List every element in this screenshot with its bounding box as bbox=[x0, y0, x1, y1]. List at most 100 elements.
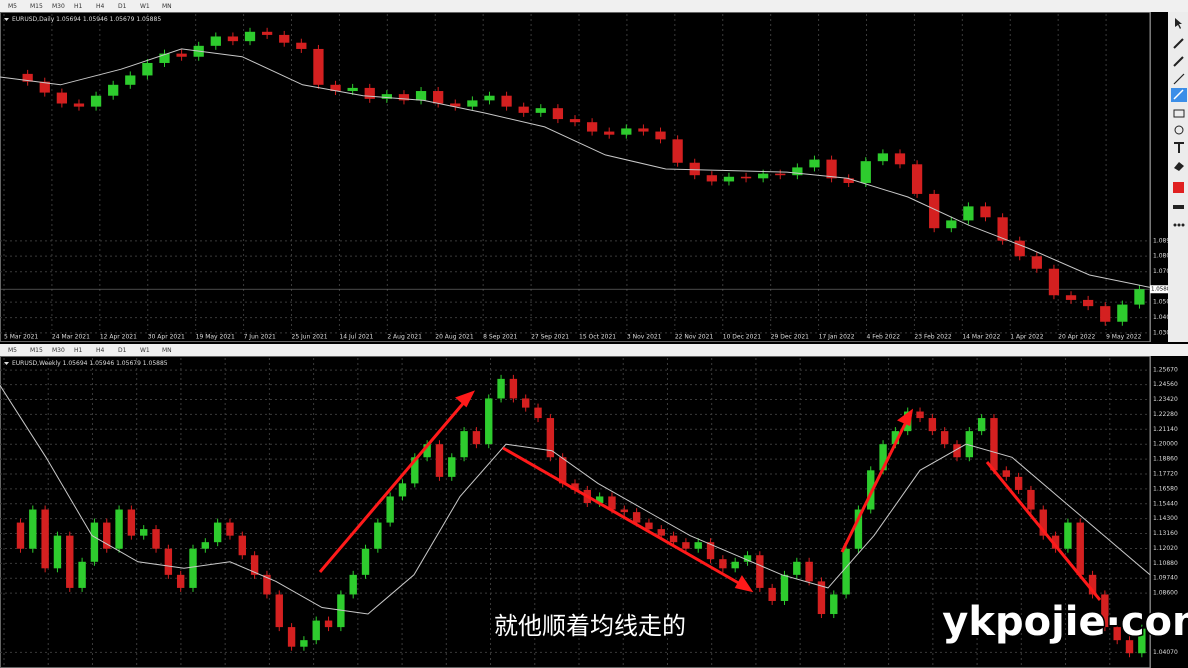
x-tick-label: 1 Apr 2022 bbox=[1010, 334, 1043, 341]
more-tool[interactable] bbox=[1177, 223, 1181, 227]
timeframe-tab[interactable]: H4 bbox=[96, 347, 105, 354]
arrow-line bbox=[840, 421, 908, 553]
cursor-tool[interactable] bbox=[1175, 18, 1182, 29]
y-tick-label: 1.07010 bbox=[1153, 268, 1178, 275]
candle-body bbox=[227, 36, 239, 42]
x-tick-label: 10 Dec 2021 bbox=[723, 334, 762, 341]
candle-body bbox=[694, 542, 702, 549]
candle-body bbox=[497, 378, 505, 399]
candle-body bbox=[756, 555, 764, 588]
shape-tool[interactable] bbox=[1174, 125, 1184, 135]
tab-bar bbox=[0, 0, 1188, 12]
candle-body bbox=[29, 509, 37, 549]
candle-body bbox=[706, 175, 717, 182]
candle-body bbox=[53, 535, 62, 569]
arrow-line bbox=[985, 461, 1102, 601]
candle-body bbox=[843, 178, 854, 184]
candle-body bbox=[719, 559, 727, 569]
candle-body bbox=[645, 522, 653, 530]
x-tick-label: 7 Jun 2021 bbox=[244, 334, 276, 341]
candle-body bbox=[312, 620, 320, 641]
candle-body bbox=[103, 522, 111, 549]
timeframe-tab[interactable]: M30 bbox=[52, 347, 65, 354]
timeframe-tab[interactable]: M5 bbox=[8, 347, 17, 354]
y-tick-label: 1.20000 bbox=[1153, 441, 1178, 448]
y-tick-label: 1.22280 bbox=[1153, 411, 1178, 418]
timeframe-tab[interactable]: MN bbox=[162, 347, 172, 354]
timeframe-tab[interactable]: M30 bbox=[52, 3, 65, 10]
y-tick-label: 1.10880 bbox=[1153, 560, 1178, 567]
width-tool[interactable] bbox=[1173, 205, 1184, 209]
timeframe-tab[interactable]: D1 bbox=[118, 347, 127, 354]
eraser-tool[interactable] bbox=[1174, 162, 1184, 171]
candle-body bbox=[842, 548, 850, 595]
x-tick-label: 20 Aug 2021 bbox=[435, 334, 474, 341]
timeframe-tab[interactable]: H1 bbox=[74, 3, 83, 10]
candle-body bbox=[263, 574, 271, 595]
candle-body bbox=[90, 95, 102, 107]
candle-body bbox=[125, 75, 136, 85]
x-tick-label: 22 Nov 2021 bbox=[675, 334, 714, 341]
timeframe-tab[interactable]: H1 bbox=[74, 347, 83, 354]
timeframe-tab[interactable]: M15 bbox=[30, 347, 43, 354]
candle-body bbox=[226, 522, 234, 536]
ray-tool bbox=[1173, 89, 1184, 100]
candle-body bbox=[1117, 304, 1128, 322]
candle-body bbox=[176, 53, 187, 57]
candle-body bbox=[621, 128, 632, 135]
candle-body bbox=[620, 509, 628, 513]
candle-body bbox=[669, 535, 678, 543]
candle-body bbox=[916, 411, 924, 419]
candle-body bbox=[911, 164, 923, 194]
candle-body bbox=[381, 94, 392, 99]
y-tick-label: 1.05060 bbox=[1153, 299, 1178, 306]
rect-tool[interactable] bbox=[1173, 109, 1185, 118]
more-tool[interactable] bbox=[1173, 223, 1177, 227]
candle-body bbox=[448, 457, 456, 477]
candle-body bbox=[152, 529, 160, 549]
candle-body bbox=[758, 173, 769, 179]
chart-title: EURUSD,Weekly 1.05694 1.05946 1.05679 1.… bbox=[12, 360, 168, 367]
pen-tool[interactable] bbox=[1173, 38, 1184, 49]
candle-body bbox=[743, 555, 752, 562]
color-tool[interactable] bbox=[1173, 182, 1184, 193]
candle-body bbox=[731, 561, 739, 569]
tool-palette bbox=[1168, 12, 1188, 342]
candle-body bbox=[867, 470, 875, 510]
candle-body bbox=[330, 84, 341, 92]
candle-body bbox=[296, 42, 307, 49]
candle-body bbox=[398, 94, 410, 101]
candle-body bbox=[522, 398, 530, 408]
candle-body bbox=[238, 535, 246, 556]
x-tick-label: 25 Jun 2021 bbox=[292, 334, 328, 341]
candle-body bbox=[127, 509, 136, 536]
candle-body bbox=[159, 53, 170, 63]
candle-body bbox=[817, 581, 826, 615]
timeframe-tab[interactable]: H4 bbox=[96, 3, 105, 10]
candle-body bbox=[1051, 535, 1060, 549]
x-tick-label: 17 Jan 2022 bbox=[819, 334, 855, 341]
candle-body bbox=[977, 418, 986, 432]
timeframe-tab[interactable]: M15 bbox=[30, 3, 43, 10]
candle-body bbox=[1138, 628, 1146, 654]
y-tick-label: 1.15440 bbox=[1153, 500, 1178, 507]
timeframe-tab[interactable]: W1 bbox=[140, 3, 150, 10]
more-tool[interactable] bbox=[1181, 223, 1185, 227]
candle-body bbox=[672, 139, 683, 163]
candle-body bbox=[287, 627, 296, 647]
x-tick-label: 3 Nov 2021 bbox=[627, 334, 662, 341]
candle-body bbox=[423, 444, 431, 458]
timeframe-tab[interactable]: MN bbox=[162, 3, 172, 10]
candle-body bbox=[1100, 306, 1111, 322]
line-tool[interactable] bbox=[1173, 73, 1185, 85]
brush-tool[interactable] bbox=[1173, 56, 1184, 67]
candle-body bbox=[638, 128, 649, 132]
timeframe-tab[interactable]: M5 bbox=[8, 3, 17, 10]
timeframe-tab[interactable]: W1 bbox=[140, 347, 150, 354]
candle-body bbox=[965, 431, 974, 458]
timeframe-tab[interactable]: D1 bbox=[118, 3, 127, 10]
candle-body bbox=[189, 548, 197, 588]
text-tool[interactable] bbox=[1174, 142, 1184, 153]
candle-body bbox=[1014, 476, 1023, 490]
